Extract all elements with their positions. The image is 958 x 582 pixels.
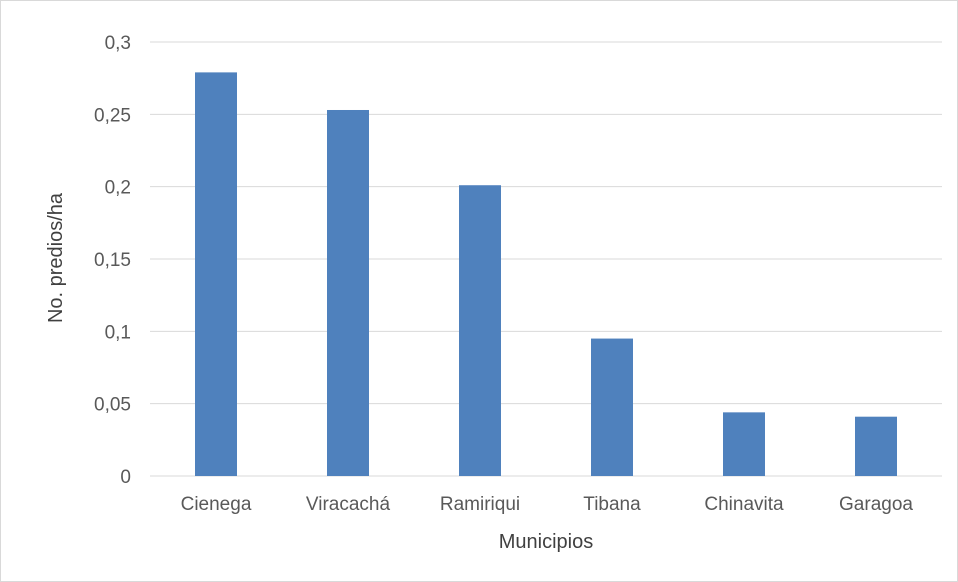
bar-6 [855, 416, 897, 476]
y-tick-label: 0,25 [94, 105, 131, 126]
bar-2 [327, 109, 369, 476]
x-tick-label: Viracachá [306, 494, 391, 515]
y-tick-label: 0,1 [105, 322, 131, 343]
bar-4 [591, 338, 633, 476]
bar-1 [195, 72, 237, 476]
x-tick-label: Chinavita [704, 494, 784, 515]
x-tick-label: Garagoa [839, 494, 913, 515]
x-axis-title: Municipios [499, 531, 593, 553]
y-tick-label: 0,15 [94, 250, 131, 271]
x-tick-label: Ramiriqui [440, 494, 520, 515]
bars [195, 72, 897, 476]
y-tick-label: 0,05 [94, 395, 131, 416]
y-tick-label: 0,2 [105, 178, 131, 199]
bar-5 [723, 412, 765, 476]
bar-3 [459, 185, 501, 476]
x-tick-label: Tibana [583, 494, 641, 515]
gridlines [150, 41, 942, 477]
y-tick-label: 0,3 [105, 33, 131, 54]
x-axis-ticks: Cienega Viracachá Ramiriqui Tibana Chinavita… [181, 494, 914, 515]
y-axis-ticks: 0 0,05 0,1 0,15 0,2 0,25 0,3 [94, 33, 131, 488]
x-tick-label: Cienega [181, 494, 252, 515]
y-axis-title: No. predios/ha [45, 192, 67, 323]
y-tick-label: 0 [120, 467, 131, 488]
